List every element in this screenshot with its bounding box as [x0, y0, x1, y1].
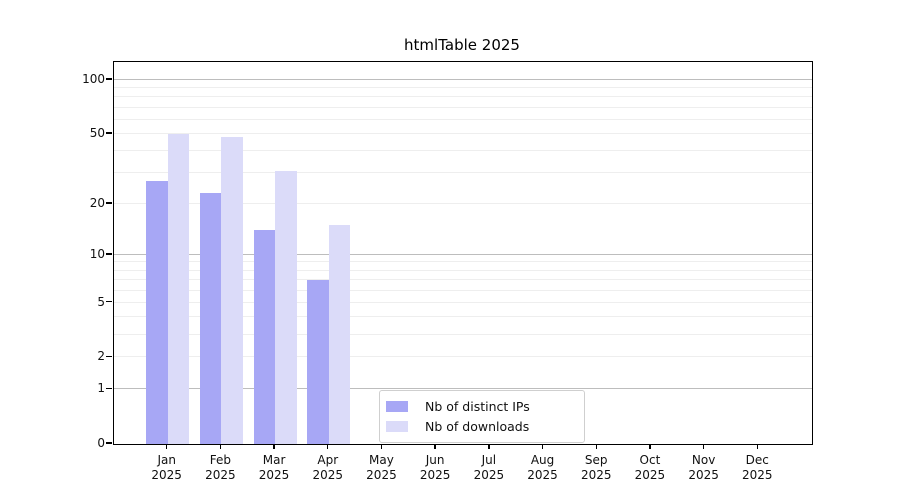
- gridline-minor-40: [114, 150, 812, 152]
- gridline-minor-5: [114, 301, 812, 303]
- y-tick-mark-20: [105, 202, 112, 204]
- x-tick-mark-dec: [756, 444, 758, 450]
- bar-feb-nb-of-downloads: [221, 137, 243, 444]
- legend-row-distinct-ips: Nb of distinct IPs: [386, 396, 576, 416]
- gridline-minor-9: [114, 261, 812, 263]
- bar-mar-nb-of-downloads: [275, 170, 297, 444]
- gridline-minor-2: [114, 356, 812, 358]
- y-tick-label-5: 5: [97, 294, 105, 309]
- chart-title: htmlTable 2025: [404, 36, 520, 54]
- x-tick-mark-nov: [702, 444, 705, 450]
- y-tick-mark-2: [105, 355, 112, 358]
- x-tick-mark-feb: [219, 444, 222, 450]
- x-tick-label-dec: Dec 2025: [742, 453, 773, 482]
- bar-jan-nb-of-downloads: [167, 133, 190, 444]
- x-tick-label-nov: Nov 2025: [688, 453, 719, 482]
- x-tick-mark-aug: [541, 444, 544, 450]
- x-tick-label-jul: Jul 2025: [473, 453, 505, 482]
- x-tick-label-apr: Apr 2025: [312, 453, 344, 482]
- x-tick-label-feb: Feb 2025: [205, 453, 236, 482]
- x-tick-label-may: May 2025: [366, 453, 397, 482]
- gridline-major-10: [114, 253, 812, 255]
- legend-swatch-distinct-ips: [386, 400, 408, 412]
- legend-label-distinct-ips: Nb of distinct IPs: [425, 398, 530, 414]
- gridline-minor-50: [114, 132, 812, 134]
- x-tick-label-aug: Aug 2025: [527, 453, 558, 482]
- gridline-minor-4: [114, 316, 812, 318]
- gridline-minor-60: [114, 118, 812, 120]
- bar-jan-nb-of-distinct-ips: [146, 181, 168, 444]
- legend-label-downloads: Nb of downloads: [425, 418, 530, 434]
- x-tick-mark-may: [380, 444, 383, 450]
- x-tick-mark-jun: [434, 444, 436, 450]
- x-tick-label-jan: Jan 2025: [151, 453, 182, 482]
- x-tick-mark-sep: [595, 444, 597, 450]
- legend-swatch-downloads: [386, 420, 408, 432]
- gridline-minor-70: [114, 106, 812, 108]
- y-tick-label-100: 100: [82, 72, 105, 87]
- y-tick-mark-50: [105, 132, 112, 134]
- x-tick-mark-apr: [327, 444, 329, 450]
- gridline-minor-20: [114, 202, 812, 204]
- y-tick-label-0: 0: [97, 436, 105, 450]
- y-tick-mark-10: [105, 253, 112, 255]
- gridline-minor-90: [114, 87, 812, 89]
- y-tick-mark-0: [105, 442, 112, 444]
- y-tick-label-50: 50: [89, 125, 105, 140]
- gridline-minor-80: [114, 96, 812, 98]
- gridline-minor-7: [114, 279, 812, 281]
- plot-area: Nb of distinct IPs Nb of downloads: [113, 61, 813, 445]
- x-tick-label-jun: Jun 2025: [419, 453, 451, 482]
- bar-apr-nb-of-downloads: [328, 225, 351, 444]
- x-tick-mark-jan: [165, 444, 168, 450]
- x-tick-label-sep: Sep 2025: [580, 453, 612, 482]
- legend-row-downloads: Nb of downloads: [386, 416, 576, 436]
- bar-mar-nb-of-distinct-ips: [253, 230, 276, 444]
- y-tick-label-1: 1: [97, 381, 105, 396]
- y-tick-label-20: 20: [89, 195, 105, 210]
- gridline-minor-6: [114, 289, 812, 291]
- y-tick-label-10: 10: [89, 246, 105, 261]
- y-tick-mark-5: [105, 301, 112, 303]
- gridline-minor-30: [114, 172, 812, 174]
- y-tick-mark-1: [105, 387, 112, 390]
- gridline-minor-3: [114, 333, 812, 335]
- x-tick-label-oct: Oct 2025: [634, 453, 666, 482]
- bar-apr-nb-of-distinct-ips: [307, 280, 329, 444]
- y-tick-label-2: 2: [97, 349, 105, 364]
- x-tick-mark-mar: [273, 444, 275, 450]
- gridline-major-1: [114, 388, 812, 390]
- x-tick-label-mar: Mar 2025: [258, 453, 290, 482]
- x-tick-mark-oct: [649, 444, 651, 450]
- y-tick-mark-100: [105, 78, 112, 80]
- axes-layer: 0 1 2 5 10 20 50 100 Jan 2025 Feb 2025 Mar 2025 Apr 202…: [82, 61, 811, 482]
- legend: Nb of distinct IPs Nb of downloads: [379, 390, 585, 443]
- x-tick-mark-jul: [488, 444, 490, 450]
- bar-feb-nb-of-distinct-ips: [199, 193, 222, 444]
- gridline-minor-8: [114, 269, 812, 271]
- gridline-major-100: [114, 79, 812, 81]
